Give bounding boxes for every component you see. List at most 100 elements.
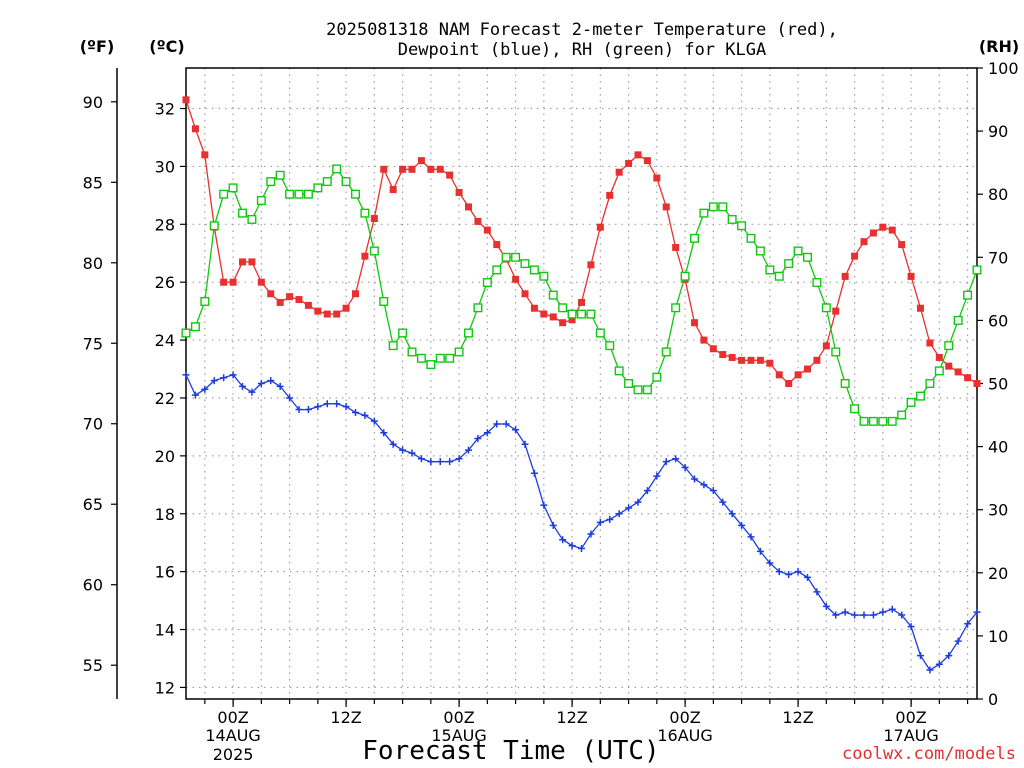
rh-point xyxy=(209,221,219,231)
rh-point xyxy=(878,416,888,426)
dewpoint-point xyxy=(352,408,359,416)
dewpoint-point xyxy=(399,446,407,454)
rh-point xyxy=(237,208,247,218)
rh-point xyxy=(831,347,841,357)
temperature-point xyxy=(540,310,548,318)
dewpoint-point xyxy=(728,510,736,518)
rh-point xyxy=(256,196,266,206)
rh-tick-label: 10 xyxy=(988,627,1008,646)
temperature-point xyxy=(182,96,190,104)
rh-point xyxy=(360,208,370,218)
temperature-point xyxy=(201,151,209,159)
dewpoint-point xyxy=(634,498,642,506)
dewpoint-line xyxy=(185,374,978,671)
temperature-point xyxy=(596,223,604,231)
rh-point xyxy=(294,189,304,199)
rh-point xyxy=(511,252,521,262)
dewpoint-point xyxy=(549,521,557,529)
rh-point xyxy=(840,379,850,389)
fahrenheit-tick-label: 70 xyxy=(83,415,103,434)
rh-point xyxy=(953,315,963,325)
chart-title-line-1: 2025081318 NAM Forecast 2-meter Temperat… xyxy=(326,20,838,40)
temperature-point xyxy=(267,290,275,298)
rh-tick-label: 40 xyxy=(988,438,1008,457)
temperature-point xyxy=(794,371,802,379)
rh-point xyxy=(520,259,530,269)
dewpoint-point xyxy=(681,463,689,471)
dewpoint-point xyxy=(521,440,529,448)
rh-point xyxy=(558,303,568,313)
temperature-point xyxy=(606,191,614,199)
temperature-point xyxy=(399,165,407,173)
rh-tick-label: 80 xyxy=(988,185,1008,204)
rh-point xyxy=(464,328,474,338)
celsius-tick-label: 32 xyxy=(155,100,175,119)
time-tick-label: 00Z xyxy=(895,708,926,727)
temperature-point xyxy=(634,151,642,159)
temperature-point xyxy=(446,171,454,179)
rh-point xyxy=(322,177,332,187)
dewpoint-point xyxy=(804,573,811,581)
temperature-point xyxy=(973,380,981,387)
temperature-point xyxy=(587,261,595,269)
dewpoint-point xyxy=(257,380,265,387)
celsius-tick-label: 18 xyxy=(155,505,175,524)
temperature-point xyxy=(879,223,887,231)
data-series xyxy=(181,96,982,674)
rh-point xyxy=(812,278,822,288)
rh-point xyxy=(539,271,549,281)
dewpoint-point xyxy=(502,420,510,428)
dewpoint-point xyxy=(785,571,793,579)
rh-point xyxy=(774,271,784,281)
temperature-point xyxy=(465,203,472,211)
dewpoint-point xyxy=(201,385,209,393)
dewpoint-point xyxy=(841,608,849,616)
rh-point xyxy=(473,303,483,313)
temperature-point xyxy=(888,226,896,234)
rh-tick-label: 100 xyxy=(988,59,1019,78)
rh-point xyxy=(906,397,916,407)
temperature-point xyxy=(257,278,265,286)
dewpoint-point xyxy=(851,611,859,619)
dewpoint-point xyxy=(898,611,906,619)
rh-tick-label: 20 xyxy=(988,564,1008,583)
rh-point xyxy=(642,385,652,395)
dewpoint-point xyxy=(220,374,228,382)
dewpoint-point xyxy=(512,426,520,434)
temperature-point xyxy=(954,368,962,376)
dewpoint-point xyxy=(973,608,981,616)
time-tick-date-label: 15AUG xyxy=(431,726,486,745)
source-credit: coolwx.com/models xyxy=(842,744,1016,764)
dewpoint-point xyxy=(474,434,482,442)
dewpoint-point xyxy=(869,611,877,619)
temperature-point xyxy=(333,310,341,318)
temperature-point xyxy=(304,301,312,309)
fahrenheit-tick-label: 85 xyxy=(83,173,103,192)
celsius-tick-label: 24 xyxy=(155,331,175,350)
dewpoint-point xyxy=(540,501,548,509)
dewpoint-point xyxy=(446,458,454,466)
time-tick-label: 12Z xyxy=(330,708,361,727)
temperature-point xyxy=(361,252,369,260)
dewpoint-point xyxy=(314,403,322,411)
dewpoint-point xyxy=(822,602,830,610)
celsius-tick-label: 22 xyxy=(155,389,175,408)
temperature-point xyxy=(738,356,746,364)
dewpoint-point xyxy=(361,411,369,419)
dewpoint-series xyxy=(182,371,981,674)
celsius-tick-label: 14 xyxy=(155,621,175,640)
time-tick-date-label: 17AUG xyxy=(883,726,938,745)
rh-point xyxy=(595,328,605,338)
dewpoint-point xyxy=(945,652,953,660)
dewpoint-point xyxy=(559,536,567,544)
rh-point xyxy=(727,214,737,224)
rh-point xyxy=(746,233,756,243)
dewpoint-point xyxy=(229,371,237,379)
dewpoint-point xyxy=(860,611,868,619)
temperature-point xyxy=(898,241,906,249)
temperature-point xyxy=(549,313,557,321)
rh-point xyxy=(407,347,417,357)
dewpoint-point xyxy=(964,620,972,628)
dewpoint-point xyxy=(380,429,388,437)
